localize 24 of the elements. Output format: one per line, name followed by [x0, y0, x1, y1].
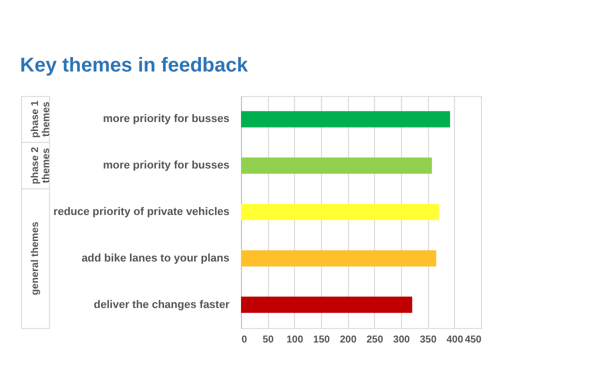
y-tick-label: deliver the changes faster — [94, 298, 230, 311]
chart-title: Key themes in feedback — [20, 54, 249, 76]
x-tick-label: 450 — [464, 334, 482, 346]
text: phase 2 themes — [30, 146, 52, 184]
bar — [241, 157, 432, 174]
x-tick-label: 350 — [420, 334, 437, 346]
x-tick-label: 400 — [446, 334, 464, 346]
y-tick-label: more priority for busses — [102, 160, 230, 172]
x-tick-label: 150 — [313, 334, 330, 346]
x-tick-label: 0 — [242, 334, 248, 346]
bar — [241, 296, 412, 313]
text: phase 1 themes — [30, 100, 52, 138]
y-tick-label: reduce priority of private vehicles — [53, 206, 230, 218]
x-tick-label: 50 — [262, 334, 274, 346]
bar — [241, 111, 450, 128]
x-tick-label: 200 — [340, 334, 357, 346]
x-tick-label: 300 — [393, 334, 410, 346]
x-tick-label: 100 — [286, 334, 304, 346]
text: general themes — [30, 221, 41, 296]
bar — [241, 250, 436, 267]
y-tick-label: more priority for busses — [102, 113, 230, 126]
bar — [241, 204, 439, 220]
y-tick-label: add bike lanes to your plans — [82, 252, 230, 264]
x-tick-label: 250 — [366, 334, 384, 346]
